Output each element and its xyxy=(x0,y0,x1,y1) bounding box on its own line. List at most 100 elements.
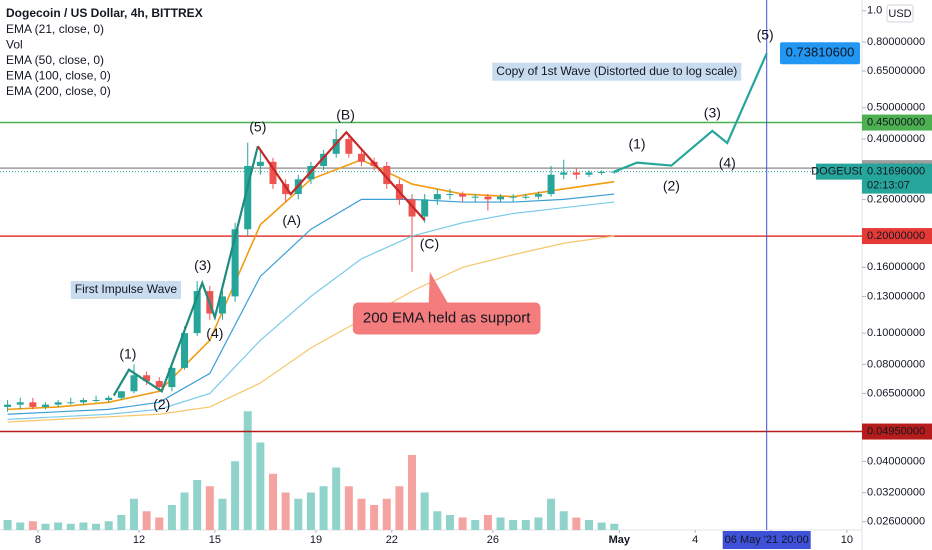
wave-label: (C) xyxy=(420,235,439,251)
annotation-label: Copy of 1st Wave (Distorted due to log s… xyxy=(496,64,737,78)
candle-body xyxy=(42,404,50,407)
wave-line xyxy=(112,145,259,397)
wave-label: (3) xyxy=(194,257,211,273)
legend-entry: EMA (50, close, 0) xyxy=(6,53,104,67)
y-tick-label: 0.08000000 xyxy=(867,358,925,370)
volume-bar xyxy=(79,522,88,530)
candle-body xyxy=(218,296,226,314)
annotation-label: 200 EMA held as support xyxy=(363,309,531,326)
candle-body xyxy=(168,367,176,388)
volume-bar xyxy=(559,511,568,530)
symbol-label: DOGEUSD xyxy=(811,166,867,178)
y-tick-label: 0.10000000 xyxy=(867,327,925,339)
y-tick-label: 0.16000000 xyxy=(867,261,925,273)
candle-body xyxy=(408,199,416,217)
volume-layer xyxy=(3,411,619,530)
candle-body xyxy=(610,171,618,173)
level-layer xyxy=(0,0,862,530)
wave-label: (5) xyxy=(249,118,266,134)
candle-body xyxy=(547,174,555,195)
currency-badge: USD xyxy=(886,4,914,23)
candle-body xyxy=(79,400,87,403)
wave-line xyxy=(256,130,426,221)
volume-bar xyxy=(521,520,530,530)
callout-pointer xyxy=(428,271,449,305)
x-tick-label: 8 xyxy=(35,534,41,546)
annotation-box xyxy=(70,281,182,300)
wave-label: (B) xyxy=(336,107,355,123)
volume-bar xyxy=(344,486,353,530)
chart-title: Dogecoin / US Dollar, 4h, BITTREX xyxy=(6,6,203,20)
candle-body xyxy=(231,229,239,297)
candle-body xyxy=(522,196,530,198)
x-tick-label: 26 xyxy=(487,534,499,546)
currency: USD xyxy=(888,8,911,20)
volume-bar xyxy=(496,517,505,530)
annotation-label: First Impulse Wave xyxy=(75,282,178,296)
wave-label: (2) xyxy=(663,178,680,194)
volume-bar xyxy=(433,511,442,530)
candle-body xyxy=(54,402,62,405)
y-tick-label: 0.13000000 xyxy=(867,290,925,302)
candle-body xyxy=(256,161,264,166)
volume-bar xyxy=(155,517,164,530)
volume-bar xyxy=(92,523,101,530)
volume-bar xyxy=(458,517,467,530)
volume-bar xyxy=(395,486,404,530)
volume-bar xyxy=(572,517,581,530)
y-tick-label: 0.65000000 xyxy=(867,65,925,77)
volume-bar xyxy=(256,442,265,530)
volume-bar xyxy=(471,520,480,530)
vertical-line-label-box xyxy=(722,531,811,549)
wave-label: (3) xyxy=(704,105,721,121)
wave-layer: (1) (2) (3) (4) (5) (A) (B) (C) (1) (2) (3) (4) (5) C… xyxy=(70,27,860,412)
candle-body xyxy=(193,291,201,334)
volume-bar xyxy=(66,523,75,530)
wave-label: (4) xyxy=(206,325,223,341)
volume-bar xyxy=(445,515,454,530)
vertical-line-label: 06 May '21 20:00 xyxy=(725,534,809,546)
candle-body xyxy=(105,397,113,401)
legend-entry: EMA (200, close, 0) xyxy=(6,84,111,98)
volume-bar xyxy=(483,515,492,530)
volume-bar xyxy=(117,515,126,530)
symbol-box xyxy=(816,163,862,180)
target-label: 0.73810600 xyxy=(786,45,855,60)
y-tick-label: 0.26000000 xyxy=(867,193,925,205)
y-tick-label: 0.80000000 xyxy=(867,36,925,48)
volume-bar xyxy=(382,498,391,530)
y-tick-label: 0.03200000 xyxy=(867,487,925,499)
volume-bar xyxy=(281,492,290,530)
volume-bar xyxy=(167,505,176,530)
target-box xyxy=(780,42,860,65)
level-label-box xyxy=(862,114,932,131)
y-tick-label: 0.02600000 xyxy=(867,516,925,528)
legend-entry: Vol xyxy=(6,38,23,52)
ema-line xyxy=(7,201,615,420)
candle-body xyxy=(383,165,391,185)
candle-body xyxy=(4,404,12,407)
candle-body xyxy=(181,333,189,368)
x-tick-label: 19 xyxy=(310,534,322,546)
candle-body xyxy=(459,194,467,197)
volume-bar xyxy=(584,520,593,530)
volume-bar xyxy=(534,517,543,530)
candle-body xyxy=(534,194,542,197)
candle-body xyxy=(269,161,277,185)
candle-body xyxy=(143,375,151,382)
volume-bar xyxy=(104,521,113,530)
candle-body xyxy=(29,402,37,407)
x-tick-label: 4 xyxy=(692,534,698,546)
volume-bar xyxy=(306,492,315,530)
volume-bar xyxy=(231,461,240,530)
x-tick-label: 12 xyxy=(133,534,145,546)
x-tick-label: May xyxy=(609,534,631,546)
candle-body xyxy=(244,165,252,230)
candle-body xyxy=(345,139,353,154)
volume-bar xyxy=(180,492,189,530)
level-label: 0.20000000 xyxy=(867,230,925,242)
level-label-box xyxy=(862,228,932,245)
volume-bar xyxy=(547,498,556,530)
candle-body xyxy=(471,196,479,198)
